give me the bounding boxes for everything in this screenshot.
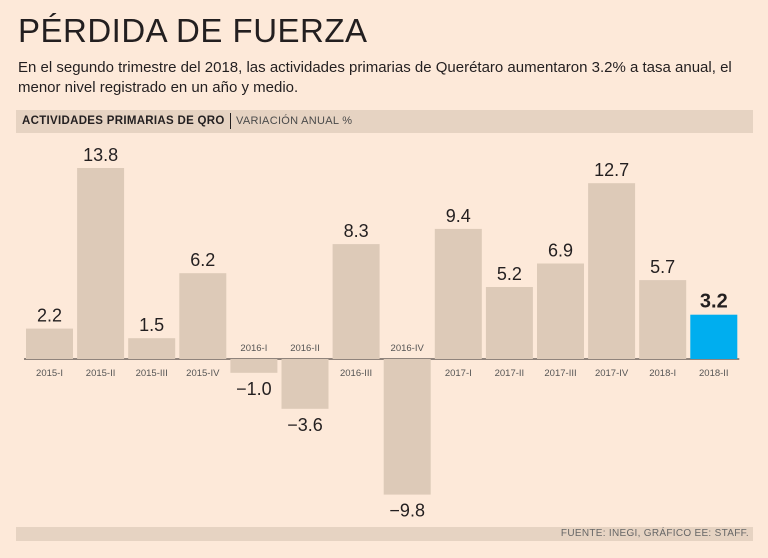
value-label-2016-III: 8.3 <box>344 221 369 241</box>
value-label-2018-I: 5.7 <box>650 257 675 277</box>
value-label-2017-III: 6.9 <box>548 241 573 261</box>
category-label-2015-IV: 2015-IV <box>186 368 220 379</box>
bar-2016-II <box>281 359 329 409</box>
page-title: PÉRDIDA DE FUERZA <box>18 12 368 49</box>
value-label-2018-II: 3.2 <box>700 291 728 313</box>
value-label-2015-IV: 6.2 <box>190 250 215 270</box>
value-label-2016-I: −1.0 <box>236 379 272 399</box>
bar-2017-I <box>434 228 482 359</box>
bar-2016-IV <box>383 359 431 495</box>
value-label-2017-I: 9.4 <box>446 206 471 226</box>
value-label-2015-I: 2.2 <box>37 306 62 326</box>
bar-2017-IV <box>588 183 636 359</box>
bar-2015-III <box>128 338 176 359</box>
bar-2018-I <box>639 280 687 359</box>
bar-2015-II <box>77 168 125 359</box>
value-label-2017-II: 5.2 <box>497 264 522 284</box>
subtitle: En el segundo trimestre del 2018, las ac… <box>18 59 732 96</box>
category-label-2017-IV: 2017-IV <box>595 368 629 379</box>
value-label-2016-II: −3.6 <box>287 415 323 435</box>
category-label-2016-I: 2016-I <box>240 343 267 354</box>
bar-2017-II <box>485 287 533 359</box>
value-label-2017-IV: 12.7 <box>594 160 629 180</box>
category-label-2018-II: 2018-II <box>699 368 729 379</box>
category-label-2017-I: 2017-I <box>445 368 472 379</box>
chart-unit-label: VARIACIÓN ANUAL % <box>236 115 353 127</box>
category-label-2016-II: 2016-II <box>290 343 320 354</box>
bar-2015-IV <box>179 273 227 359</box>
chart-header-band: ACTIVIDADES PRIMARIAS DE QRO VARIACIÓN A… <box>16 110 753 133</box>
category-label-2015-III: 2015-III <box>136 368 168 379</box>
footer-band: FUENTE: INEGI, GRÁFICO EE: STAFF. <box>16 527 753 541</box>
value-label-2015-II: 13.8 <box>83 145 118 165</box>
category-label-2015-I: 2015-I <box>36 368 63 379</box>
bar-2018-II <box>690 314 738 359</box>
chart-title: ACTIVIDADES PRIMARIAS DE QRO <box>22 115 225 127</box>
header-separator <box>230 113 231 129</box>
bar-2017-III <box>537 263 584 359</box>
category-label-2016-III: 2016-III <box>340 368 372 379</box>
bar-2016-I <box>230 359 278 373</box>
category-label-2017-II: 2017-II <box>495 368 525 379</box>
bar-2016-III <box>332 244 380 359</box>
category-label-2015-II: 2015-II <box>86 368 116 379</box>
category-label-2018-I: 2018-I <box>649 368 676 379</box>
bar-2015-I <box>26 328 73 359</box>
value-label-2016-IV: −9.8 <box>389 501 425 521</box>
category-label-2017-III: 2017-III <box>544 368 576 379</box>
category-label-2016-IV: 2016-IV <box>391 343 425 354</box>
source-note: FUENTE: INEGI, GRÁFICO EE: STAFF. <box>560 528 749 539</box>
value-label-2015-III: 1.5 <box>139 315 164 335</box>
